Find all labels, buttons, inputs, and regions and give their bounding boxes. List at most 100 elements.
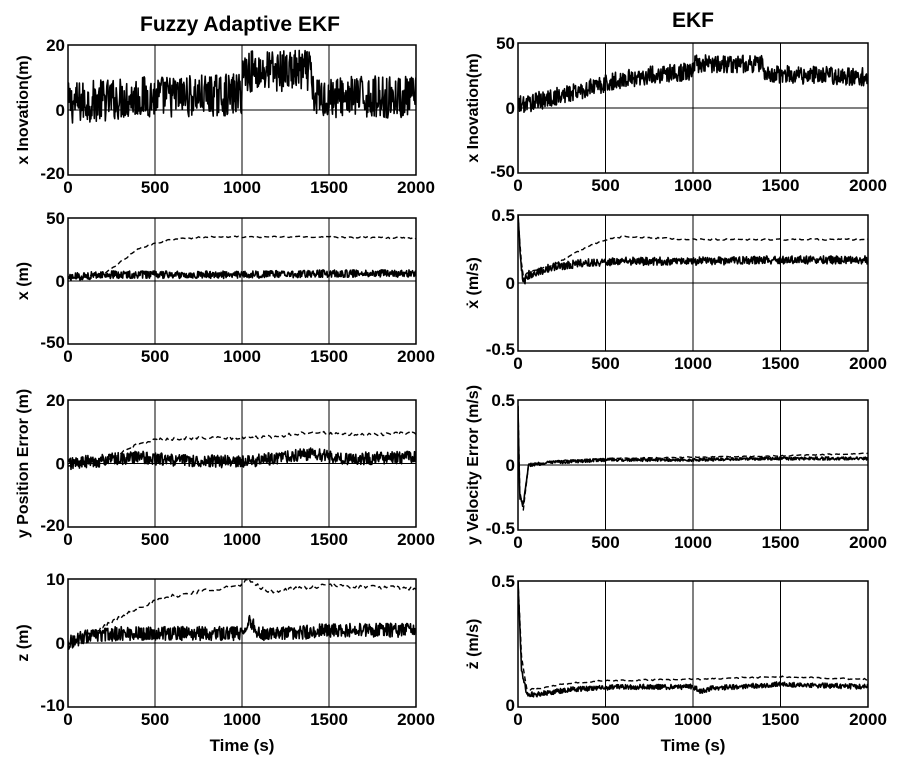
x-tick-label: 1500 bbox=[310, 347, 348, 366]
y-tick-label: -0.5 bbox=[486, 519, 515, 538]
y-axis-label: y Velocity Error (m/s) bbox=[465, 385, 482, 545]
x-tick-label: 1000 bbox=[674, 710, 712, 729]
x-tick-label: 1000 bbox=[674, 533, 712, 552]
x-tick-label: 500 bbox=[591, 176, 619, 195]
series-line-dashed bbox=[518, 215, 868, 277]
x-tick-label: 1500 bbox=[310, 710, 348, 729]
plot-frame bbox=[67, 217, 417, 345]
y-tick-label: 20 bbox=[46, 391, 65, 410]
plot-frame bbox=[517, 42, 869, 174]
x-tick-label: 0 bbox=[63, 710, 72, 729]
x-tick-label: 2000 bbox=[849, 176, 887, 195]
x-tick-label: 1500 bbox=[762, 354, 800, 373]
x-tick-label: 0 bbox=[513, 533, 522, 552]
x-tick-label: 1500 bbox=[762, 176, 800, 195]
series-line-solid bbox=[518, 581, 868, 698]
series-line-solid bbox=[518, 54, 868, 113]
series-line-solid bbox=[518, 215, 868, 285]
y-tick-label: -10 bbox=[40, 696, 65, 715]
x-tick-label: 2000 bbox=[849, 533, 887, 552]
panel-right-2: 0 500 1000 1500 2000-0.500.5ẋ (m/s) bbox=[465, 206, 887, 373]
y-tick-label: 0 bbox=[506, 274, 515, 293]
y-axis-label: x Inovation(m) bbox=[465, 53, 482, 162]
y-tick-label: 0.5 bbox=[491, 572, 515, 591]
y-axis-label: x (m) bbox=[15, 262, 32, 300]
plot-frame bbox=[517, 399, 869, 531]
x-tick-label: 0 bbox=[63, 347, 72, 366]
y-tick-label: 0 bbox=[56, 455, 65, 474]
x-tick-label: 0 bbox=[513, 354, 522, 373]
y-tick-label: 0 bbox=[506, 99, 515, 118]
panel-right-3: 0 500 1000 1500 2000-0.500.5y Velocity Error… bbox=[465, 385, 887, 552]
y-tick-label: 0 bbox=[56, 101, 65, 120]
y-tick-label: 0.5 bbox=[491, 206, 515, 225]
x-tick-label: 500 bbox=[591, 354, 619, 373]
x-axis-label: Time (s) bbox=[661, 736, 726, 755]
x-tick-label: 1500 bbox=[762, 710, 800, 729]
y-tick-label: -0.5 bbox=[486, 340, 515, 359]
x-tick-label: 500 bbox=[141, 710, 169, 729]
x-tick-label: 500 bbox=[141, 530, 169, 549]
x-tick-label: 1000 bbox=[223, 530, 261, 549]
y-axis-label: x Inovation(m) bbox=[15, 55, 32, 164]
x-axis-label: Time (s) bbox=[210, 736, 275, 755]
x-tick-label: 2000 bbox=[397, 178, 435, 197]
x-tick-label: 1500 bbox=[762, 533, 800, 552]
x-tick-label: 500 bbox=[141, 178, 169, 197]
y-tick-label: 50 bbox=[496, 34, 515, 53]
plot-frame bbox=[517, 580, 869, 708]
x-tick-label: 500 bbox=[591, 533, 619, 552]
x-tick-label: 1500 bbox=[310, 178, 348, 197]
x-tick-label: 1500 bbox=[310, 530, 348, 549]
x-tick-label: 2000 bbox=[849, 354, 887, 373]
x-tick-label: 2000 bbox=[397, 347, 435, 366]
x-tick-label: 1000 bbox=[223, 347, 261, 366]
series-line-solid bbox=[68, 614, 416, 650]
y-tick-label: 0.5 bbox=[491, 391, 515, 410]
column-title-ekf: EKF bbox=[672, 9, 714, 32]
plot-frame bbox=[67, 578, 417, 708]
y-tick-label: 0 bbox=[506, 696, 515, 715]
series-line-solid bbox=[68, 269, 416, 282]
y-tick-label: 0 bbox=[56, 272, 65, 291]
x-tick-label: 500 bbox=[591, 710, 619, 729]
x-tick-label: 2000 bbox=[397, 530, 435, 549]
x-tick-label: 1000 bbox=[674, 176, 712, 195]
plot-frame bbox=[67, 399, 417, 528]
y-axis-label: ẋ (m/s) bbox=[465, 257, 482, 309]
plot-frame bbox=[517, 214, 869, 352]
y-tick-label: 0 bbox=[506, 456, 515, 475]
x-tick-label: 1000 bbox=[223, 710, 261, 729]
y-tick-label: -50 bbox=[40, 333, 65, 352]
series-line-dashed bbox=[68, 430, 416, 468]
x-tick-label: 2000 bbox=[849, 710, 887, 729]
y-tick-label: -20 bbox=[40, 516, 65, 535]
y-tick-label: 50 bbox=[46, 209, 65, 228]
y-tick-label: 10 bbox=[46, 570, 65, 589]
y-axis-label: ż (m/s) bbox=[465, 619, 482, 670]
panel-right-4: 0 500 1000 1500 2000 0 0.5 ż (m/s) Time (s) bbox=[465, 572, 887, 755]
y-tick-label: -20 bbox=[40, 164, 65, 183]
series-line-dashed bbox=[68, 235, 416, 280]
y-tick-label: -50 bbox=[490, 162, 515, 181]
plot-frame bbox=[67, 44, 417, 176]
column-title-fuzzy-adaptive-ekf: Fuzzy Adaptive EKF bbox=[140, 13, 340, 36]
x-tick-label: 1000 bbox=[674, 354, 712, 373]
x-tick-label: 0 bbox=[63, 530, 72, 549]
x-tick-label: 0 bbox=[513, 176, 522, 195]
y-axis-label: z (m) bbox=[15, 624, 32, 661]
x-tick-label: 0 bbox=[513, 710, 522, 729]
x-tick-label: 500 bbox=[141, 347, 169, 366]
series-line-solid bbox=[68, 49, 416, 124]
y-tick-label: 0 bbox=[56, 634, 65, 653]
x-tick-label: 2000 bbox=[397, 710, 435, 729]
y-tick-label: 20 bbox=[46, 36, 65, 55]
x-tick-label: 1000 bbox=[223, 178, 261, 197]
